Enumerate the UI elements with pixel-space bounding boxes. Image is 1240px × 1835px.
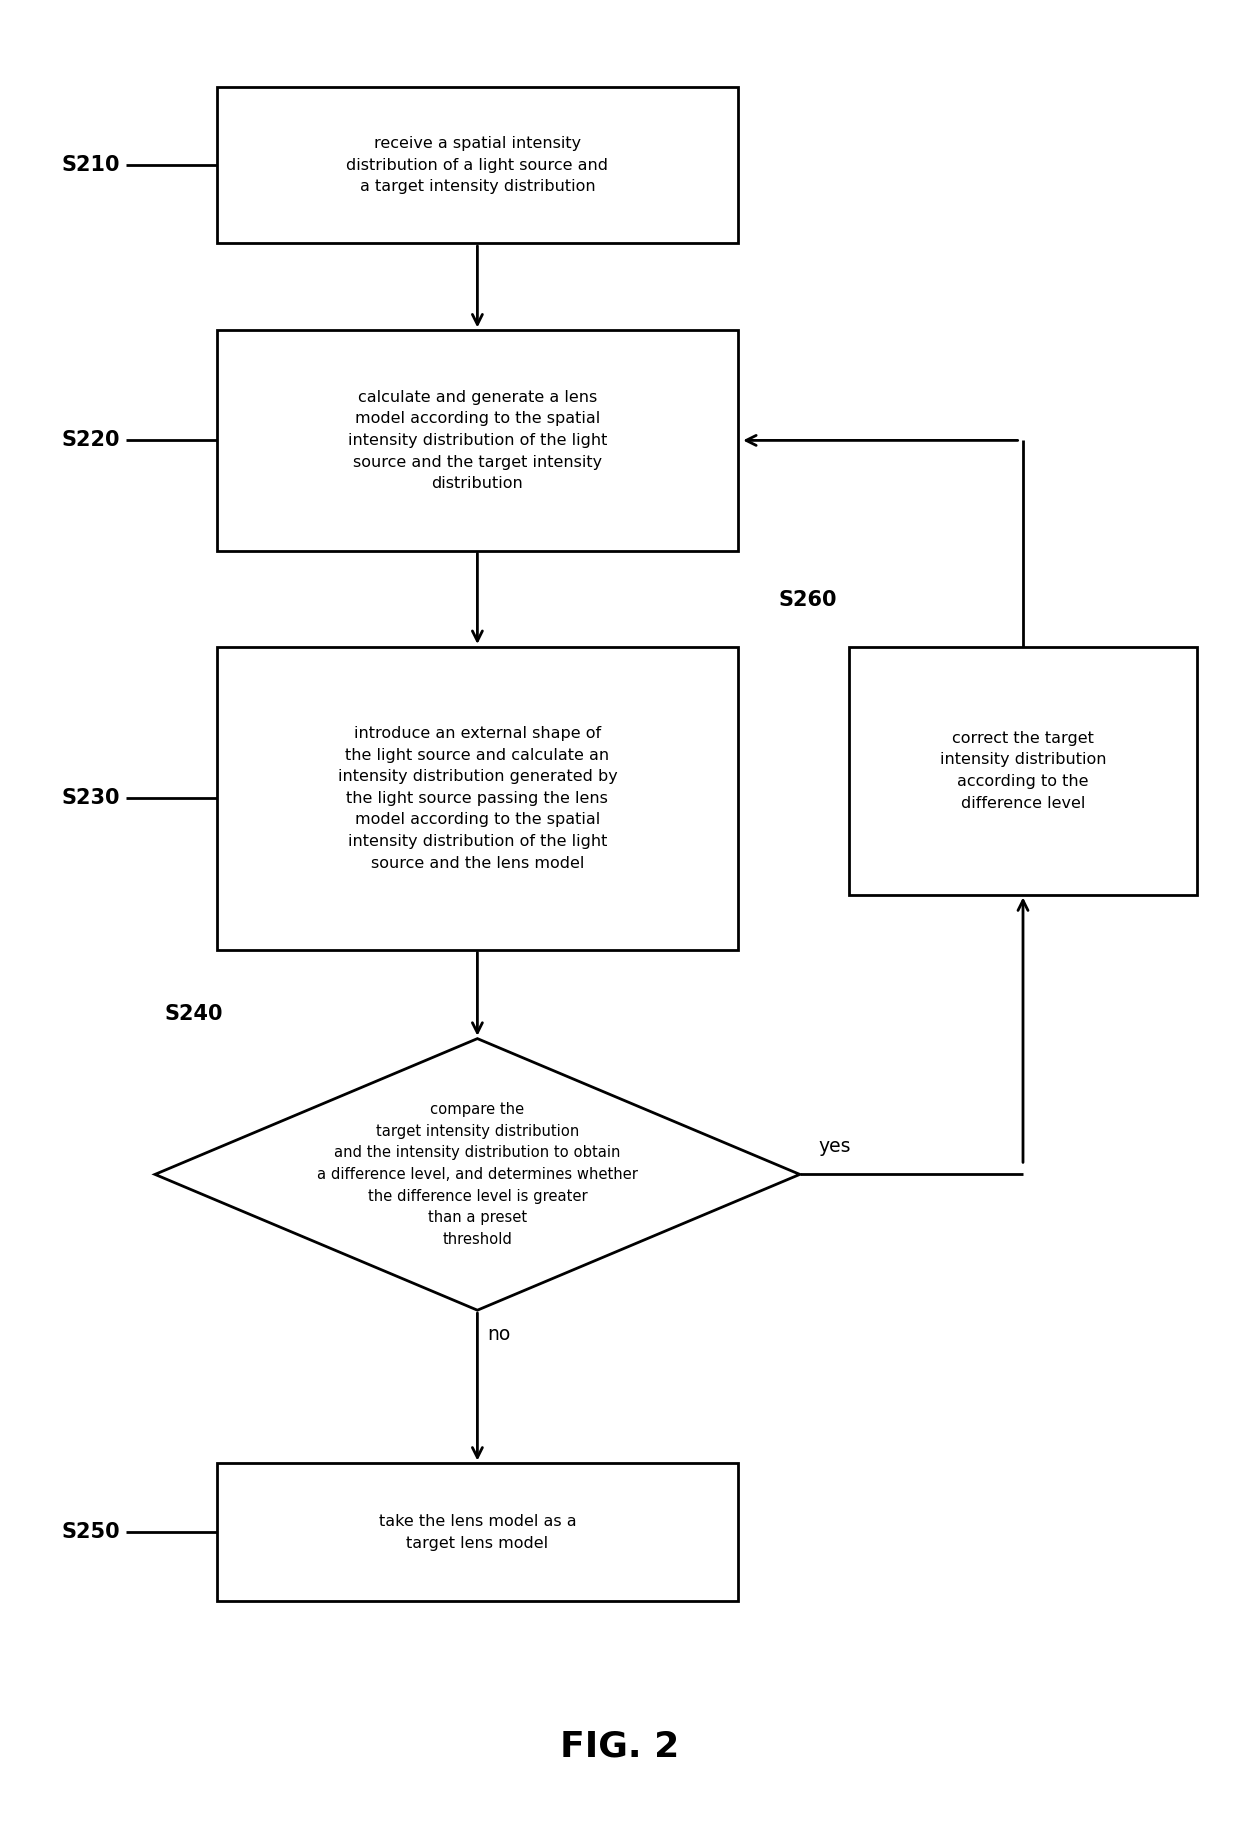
Text: S210: S210: [62, 156, 120, 174]
Text: compare the
target intensity distribution
and the intensity distribution to obta: compare the target intensity distributio…: [317, 1103, 637, 1246]
Text: S250: S250: [62, 1523, 120, 1541]
Text: receive a spatial intensity
distribution of a light source and
a target intensit: receive a spatial intensity distribution…: [346, 136, 609, 195]
Text: take the lens model as a
target lens model: take the lens model as a target lens mod…: [378, 1514, 577, 1551]
Text: yes: yes: [818, 1138, 851, 1156]
Text: S230: S230: [62, 789, 120, 807]
Text: S220: S220: [62, 431, 120, 450]
Text: FIG. 2: FIG. 2: [560, 1730, 680, 1763]
Bar: [217, 330, 738, 550]
Bar: [217, 1464, 738, 1600]
Bar: [849, 648, 1197, 895]
Text: no: no: [487, 1325, 511, 1343]
Text: S260: S260: [779, 591, 837, 609]
Text: introduce an external shape of
the light source and calculate an
intensity distr: introduce an external shape of the light…: [337, 727, 618, 870]
Bar: [217, 88, 738, 244]
Bar: [217, 648, 738, 951]
Text: S240: S240: [165, 1004, 223, 1024]
Text: correct the target
intensity distribution
according to the
difference level: correct the target intensity distributio…: [940, 730, 1106, 811]
Text: calculate and generate a lens
model according to the spatial
intensity distribut: calculate and generate a lens model acco…: [347, 389, 608, 492]
Polygon shape: [155, 1039, 800, 1310]
